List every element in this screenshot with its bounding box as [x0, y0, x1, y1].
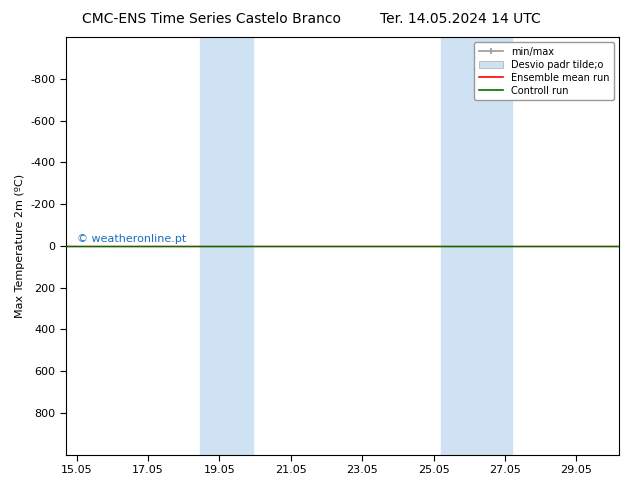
- Bar: [441, 37, 512, 455]
- Y-axis label: Max Temperature 2m (ºC): Max Temperature 2m (ºC): [15, 174, 25, 318]
- Bar: [200, 37, 254, 455]
- Text: Ter. 14.05.2024 14 UTC: Ter. 14.05.2024 14 UTC: [380, 12, 541, 26]
- Legend: min/max, Desvio padr tilde;o, Ensemble mean run, Controll run: min/max, Desvio padr tilde;o, Ensemble m…: [474, 42, 614, 100]
- Text: CMC-ENS Time Series Castelo Branco: CMC-ENS Time Series Castelo Branco: [82, 12, 342, 26]
- Text: © weatheronline.pt: © weatheronline.pt: [77, 234, 186, 244]
